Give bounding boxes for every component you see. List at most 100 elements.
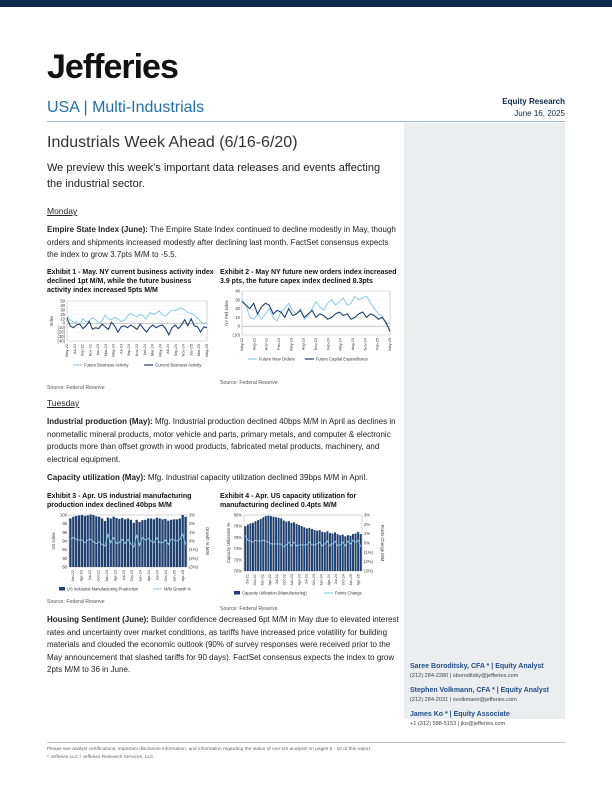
x-tick-label: Apr-24 [327,574,331,585]
header-divider [47,121,565,122]
x-tick-label: Jan-25 [349,574,353,586]
bar [86,515,89,567]
bar [313,530,316,571]
bar [257,520,260,571]
x-tick-label: Apr-23 [297,574,301,585]
y-tick-label: (10) [58,325,66,330]
bar [135,519,138,567]
legend-swatch-1 [234,591,240,595]
y-tick-label: 30 [60,307,65,312]
bar [323,532,326,571]
footer-line-2: * Jefferies LLC / Jefferies Research Ser… [47,755,154,760]
legend-label-1: Future Business Activity [84,363,129,368]
bar [308,527,311,571]
exhibit-4-chart: 80% 78% 76% 74% 72% 70% 3% 2% 1% 0% (1%) (2%) (3%) Ca… [226,513,385,596]
bar [282,520,285,571]
legend-label-2: Current Business Activity [155,363,202,368]
bar [184,516,187,567]
page-title: Industrials Week Ahead (6/16-6/20) [47,134,298,151]
intro-paragraph: We preview this week's important data re… [47,162,381,190]
x-tick-label: May-24 [339,338,343,351]
bar [172,519,176,567]
x-tick-label: May-23 [289,338,293,351]
x-tick-label: Jul-24 [166,344,170,354]
bar [77,515,81,567]
bar [346,535,349,571]
analyst-2: Stephen Volkmann, CFA * | Equity Analyst… [410,687,565,703]
bar [244,526,247,571]
housing-paragraph: Housing Sentiment (June): Builder confid… [47,614,400,677]
x-tick-label: Oct-23 [130,570,134,581]
exhibit-3-source: Source: Federal Reserve [47,599,105,605]
y2-tick-label: 1% [364,531,370,536]
exhibit-4-title: Exhibit 4 - Apr. US capacity utilization… [220,493,357,509]
x-tick-label: May-25 [205,344,209,357]
x-tick-label: Aug-22 [252,338,256,350]
legend-label-1: US Industrial Manufacturing Production [67,587,139,592]
empire-paragraph: Empire State Index (June): The Empire St… [47,224,400,262]
bar [95,516,98,567]
housing-label: Housing Sentiment (June): [47,615,149,624]
x-tick-label: May-23 [112,344,116,357]
y2-tick-label: 3% [189,513,195,518]
bar [316,530,319,571]
y-axis-label: Capacity Utilization % [226,522,231,563]
y-tick-label: 50 [60,299,65,304]
x-tick-label: Jan-25 [189,344,193,356]
ip-text: Mfg. Industrial production declined 40bp… [47,417,396,464]
y-tick-label: 74% [234,546,243,551]
y-tick-label: 92 [62,547,67,552]
housing-text: Builder confidence decreased 6pt M/M in … [47,615,399,675]
x-tick-label: Jan-23 [105,570,109,582]
bar [144,519,147,567]
section-tuesday: Tuesday [47,398,80,408]
bar [264,516,267,571]
legend-swatch-1 [59,587,65,591]
series-line-growth [244,535,362,548]
y-tick-label: 80% [234,513,243,518]
x-tick-label: May-22 [65,344,69,357]
y2-tick-label: 1% [189,530,195,535]
series-line-2 [241,301,391,332]
x-tick-label: Nov-22 [265,338,269,350]
y-tick-label: 96 [62,530,67,535]
bar [155,517,158,567]
x-tick-label: Aug-23 [302,338,306,350]
x-tick-label: Apr-22 [268,574,272,585]
y-tick-label: (40) [58,339,66,344]
x-tick-label: Jul-23 [305,574,309,584]
footer-divider [47,742,565,743]
exhibit-1-source: Source: Federal Reserve [47,385,105,391]
brand-logo: Jefferies [47,48,179,86]
bar [341,534,344,571]
bar [246,524,249,571]
bar [249,523,252,571]
analyst-1: Saree Boroditsky, CFA * | Equity Analyst… [410,663,565,679]
bar [164,518,167,567]
bar [112,516,115,567]
bar [290,522,293,571]
footer-disclosure: Please see analyst certifications, impor… [47,746,371,762]
x-tick-label: Oct-22 [97,570,101,581]
bar [262,517,265,571]
y2-tick-label: 2% [364,522,370,527]
bar [89,514,92,567]
x-tick-label: Jan-25 [172,570,176,582]
x-tick-label: Oct-23 [312,574,316,585]
bar [181,515,184,567]
x-tick-label: Jul-21 [246,574,250,584]
bar [357,531,360,571]
y-tick-label: 98 [62,521,67,526]
x-tick-label: Jul-22 [275,574,279,584]
x-tick-label: Jan-22 [71,570,75,582]
bar [326,531,329,571]
bar [344,536,347,571]
x-tick-label: Jan-24 [143,344,147,356]
bar [92,515,95,567]
bar [100,518,104,567]
y2-tick-label: (2%) [364,559,373,564]
bar [126,518,130,567]
x-tick-label: May-22 [240,338,244,351]
x-tick-label: Sep-23 [127,344,131,356]
